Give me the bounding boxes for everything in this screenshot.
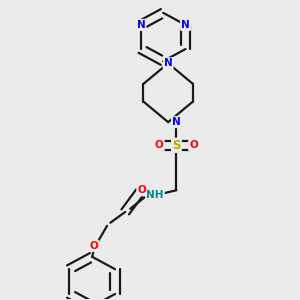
Text: O: O (189, 140, 198, 150)
Text: NH: NH (146, 190, 164, 200)
Text: O: O (137, 185, 146, 195)
Text: N: N (136, 20, 145, 30)
Text: N: N (181, 20, 190, 30)
Text: N: N (164, 58, 172, 68)
Text: N: N (172, 117, 181, 127)
Text: O: O (155, 140, 164, 150)
Text: O: O (89, 241, 98, 251)
Text: S: S (172, 139, 181, 152)
